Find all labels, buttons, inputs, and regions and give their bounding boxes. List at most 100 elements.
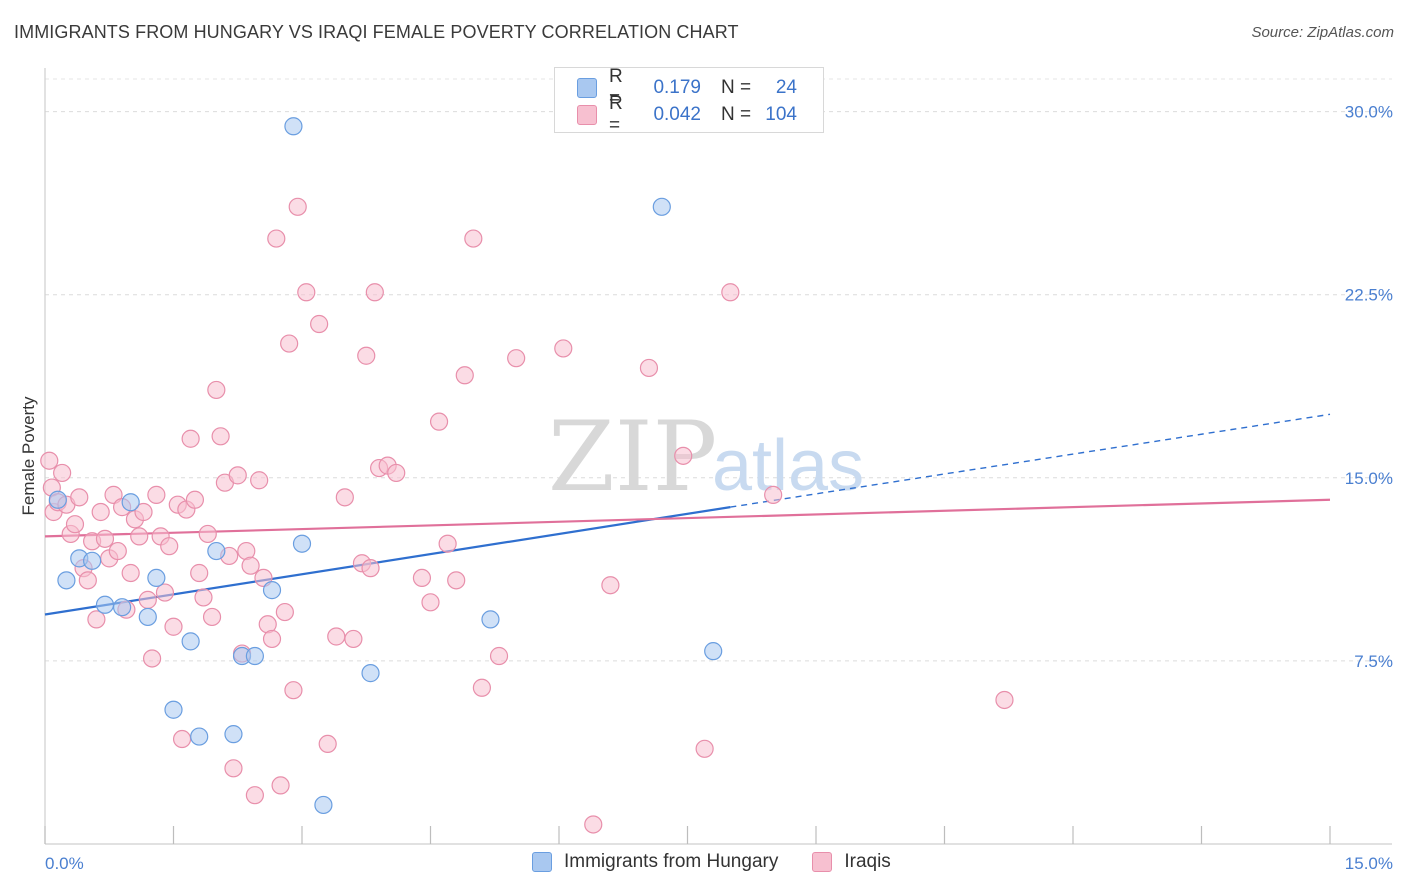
point-iraqis [438,534,457,553]
point-iraqis [160,537,179,556]
point-iraqis [554,339,573,358]
point-hungary [181,632,200,651]
point-hungary [95,595,115,614]
point-hungary [207,541,226,561]
point-iraqis [224,759,243,778]
point-iraqis [202,607,222,627]
point-iraqis [464,229,483,248]
point-iraqis [53,463,72,483]
point-iraqis [327,627,346,646]
point-iraqis [271,776,290,795]
point-iraqis [138,590,157,609]
r-label: R = [609,93,623,136]
point-hungary [121,493,140,512]
tick-labels: 7.5% 15.0% 22.5% 30.0% 0.0% 15.0% [45,103,1393,873]
legend-swatch-hungary [577,78,597,98]
point-hungary [83,551,102,570]
point-iraqis [241,556,260,575]
point-iraqis [695,739,714,758]
point-iraqis [40,451,59,470]
point-iraqis [361,559,380,578]
point-hungary [190,727,209,746]
point-iraqis [335,488,354,507]
point-iraqis [421,593,440,612]
point-hungary [112,598,132,617]
chart-title: IMMIGRANTS FROM HUNGARY VS IRAQI FEMALE … [14,22,739,42]
r-value: 0.179 [653,77,701,98]
point-hungary [314,795,333,815]
legend-swatch-hungary [532,852,552,872]
point-iraqis [280,334,299,353]
point-iraqis [181,429,200,448]
point-iraqis [639,358,659,378]
point-iraqis [194,588,213,607]
series-legend: Immigrants from Hungary Iraqis [532,851,925,873]
y-tick-label: 7.5% [1354,652,1393,671]
point-iraqis [198,524,217,544]
point-iraqis [584,815,603,834]
point-iraqis [262,629,282,649]
legend-item-iraqis[interactable]: Iraqis [812,851,891,873]
watermark-atlas: atlas [712,426,864,506]
trend-line-hungary-projection [730,413,1331,508]
point-iraqis [121,563,140,583]
source-label: Source: ZipAtlas.com [1251,24,1394,41]
point-iraqis [472,678,491,697]
point-iraqis [357,346,376,365]
point-iraqis [172,729,192,749]
point-iraqis [507,349,526,368]
point-hungary [704,642,723,661]
n-value: 104 [765,104,797,125]
point-iraqis [601,576,620,595]
point-hungary [138,607,157,627]
legend-row-hungary: R = 0.179 N = 24 [577,66,797,109]
point-hungary [481,610,500,629]
point-iraqis [764,485,783,504]
point-iraqis [318,734,337,754]
point-iraqis [674,446,693,465]
trend-line-iraqis [44,498,1331,538]
point-iraqis [70,488,89,507]
point-iraqis [65,515,85,534]
x-tick-label: 0.0% [45,854,84,873]
legend-swatch-iraqis [577,105,597,125]
point-iraqis [267,229,286,248]
y-tick-label: 15.0% [1345,469,1393,488]
legend-item-hungary[interactable]: Immigrants from Hungary [532,851,778,873]
point-hungary [147,568,166,588]
point-iraqis [95,529,115,548]
point-iraqis [245,786,264,805]
point-iraqis [344,629,363,649]
point-iraqis [211,427,230,446]
point-iraqis [185,490,205,509]
y-tick-label: 30.0% [1345,103,1393,122]
point-iraqis [288,197,307,216]
point-hungary [361,664,380,683]
points [40,117,1014,834]
n-label: N = [721,77,752,98]
point-iraqis [228,466,247,485]
legend-label-hungary: Immigrants from Hungary [564,851,779,872]
point-hungary [57,571,76,590]
r-label: R = [609,66,623,109]
point-iraqis [108,541,127,561]
point-iraqis [250,471,269,490]
point-iraqis [142,649,162,668]
point-iraqis [365,283,384,302]
point-iraqis [207,380,226,400]
point-iraqis [130,527,149,546]
point-iraqis [447,571,466,590]
point-iraqis [489,646,509,666]
point-iraqis [429,412,449,431]
point-iraqis [310,314,329,334]
n-value: 24 [775,77,797,98]
point-iraqis [155,583,175,602]
legend-swatch-iraqis [812,852,833,872]
n-label: N = [721,104,752,125]
point-iraqis [87,610,106,629]
point-iraqis [412,568,432,588]
point-iraqis [721,283,740,302]
point-hungary [48,490,67,509]
point-hungary [292,534,312,553]
